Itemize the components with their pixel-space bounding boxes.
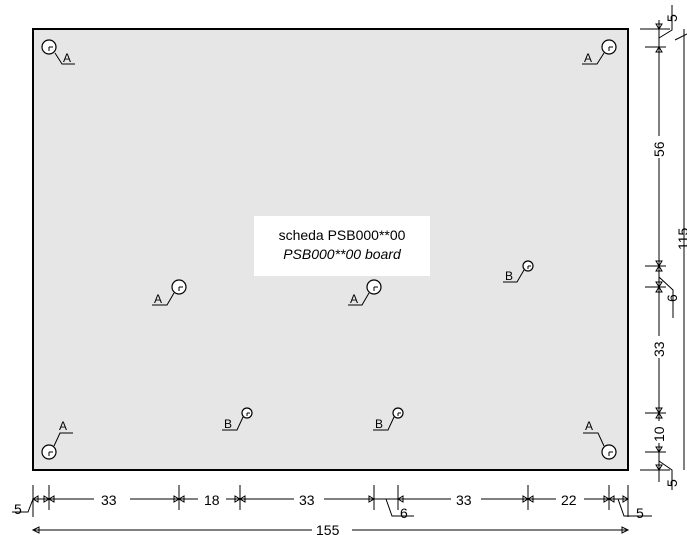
hole-a-bottom-left: A	[41, 419, 73, 460]
dim-bottom-22: 22	[561, 492, 577, 508]
hole-b-bottom-left: B	[222, 407, 253, 431]
hole-label-a: A	[154, 292, 162, 306]
hole-a-mid-center: A	[348, 279, 382, 306]
board-title-en: PSB000**00 board	[283, 246, 401, 262]
dim-right-5-top: 5	[664, 14, 680, 22]
hole-b-bottom-center: B	[373, 407, 404, 431]
dim-right-5-bottom: 5	[664, 479, 680, 487]
dim-right-56: 56	[651, 141, 667, 157]
dim-total-width: 155	[316, 522, 340, 535]
hole-b-right: B	[503, 260, 534, 283]
dim-right-33: 33	[651, 341, 667, 357]
hole-a-top-left: A	[41, 39, 75, 65]
hole-label-a: A	[59, 419, 67, 433]
dim-bottom-5-left: 5	[14, 501, 22, 517]
hole-label-a: A	[63, 51, 71, 65]
board-title-it: scheda PSB000**00	[278, 227, 406, 243]
hole-a-bottom-right: A	[583, 419, 617, 460]
dim-total-height: 115	[675, 227, 687, 250]
hole-label-b: B	[224, 417, 232, 431]
right-dimensions: 56 33 10 5 6 5 115	[640, 5, 687, 490]
hole-label-a: A	[585, 419, 593, 433]
dim-right-6: 6	[664, 294, 680, 302]
dim-bottom-18: 18	[204, 492, 220, 508]
hole-a-mid-left: A	[152, 279, 187, 306]
dim-bottom-6: 6	[400, 505, 408, 521]
hole-label-a: A	[584, 51, 592, 65]
hole-label-b: B	[505, 269, 513, 283]
dim-bottom-33c: 33	[456, 492, 472, 508]
dim-bottom-33b: 33	[299, 492, 315, 508]
dim-right-10: 10	[651, 426, 667, 442]
dim-bottom-5-right: 5	[636, 505, 644, 521]
hole-label-a: A	[350, 292, 358, 306]
board-caption: scheda PSB000**00 PSB000**00 board	[254, 216, 430, 276]
bottom-dimensions: 33 18 33 33 22 5 6 5 155	[12, 485, 652, 535]
hole-label-b: B	[375, 417, 383, 431]
dim-bottom-33a: 33	[101, 492, 117, 508]
hole-a-top-right: A	[582, 39, 617, 65]
